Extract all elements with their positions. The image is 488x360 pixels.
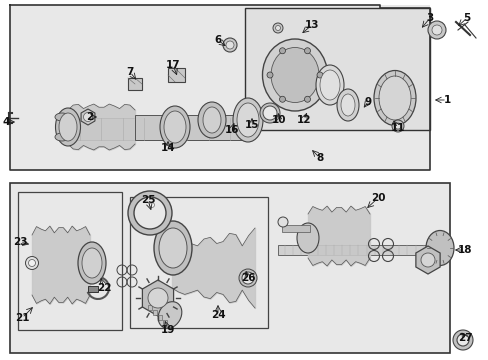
Circle shape	[263, 106, 276, 120]
Ellipse shape	[340, 94, 354, 116]
Circle shape	[148, 288, 168, 308]
Ellipse shape	[55, 133, 69, 141]
Text: 5: 5	[463, 13, 469, 23]
Circle shape	[279, 96, 285, 102]
Bar	[163, 320, 167, 325]
Ellipse shape	[232, 98, 263, 142]
Bar	[10, 183, 449, 353]
Ellipse shape	[425, 230, 453, 266]
Circle shape	[272, 23, 283, 33]
Circle shape	[242, 272, 253, 284]
Circle shape	[304, 96, 310, 102]
Text: 20: 20	[370, 193, 385, 203]
Text: 3: 3	[426, 13, 433, 23]
Text: 2: 2	[86, 112, 93, 122]
Ellipse shape	[270, 48, 318, 103]
Circle shape	[28, 260, 36, 266]
Circle shape	[304, 48, 310, 54]
Circle shape	[134, 197, 165, 229]
Circle shape	[456, 334, 468, 346]
Text: 16: 16	[224, 125, 239, 135]
Text: 22: 22	[97, 283, 111, 293]
Text: 10: 10	[271, 115, 285, 125]
Circle shape	[316, 72, 323, 78]
Ellipse shape	[159, 228, 186, 268]
Bar	[88, 286, 98, 292]
Circle shape	[83, 112, 92, 121]
Text: 14: 14	[161, 143, 175, 153]
Ellipse shape	[55, 108, 81, 146]
Text: 13: 13	[304, 20, 319, 30]
Bar	[128, 78, 142, 90]
Circle shape	[128, 191, 172, 235]
Ellipse shape	[198, 102, 225, 138]
Text: 17: 17	[165, 60, 180, 70]
Ellipse shape	[262, 39, 327, 111]
Ellipse shape	[319, 70, 339, 100]
Text: 15: 15	[244, 120, 259, 130]
Bar	[168, 68, 184, 82]
Bar	[130, 197, 267, 328]
Text: 4: 4	[2, 117, 10, 127]
Text: 19: 19	[161, 325, 175, 335]
Ellipse shape	[163, 111, 185, 143]
Ellipse shape	[378, 76, 410, 120]
Text: 23: 23	[13, 237, 27, 247]
Ellipse shape	[427, 21, 445, 39]
Bar	[278, 245, 444, 255]
Text: 7: 7	[126, 67, 133, 77]
Bar	[158, 315, 162, 320]
Circle shape	[266, 72, 272, 78]
Bar	[244, 8, 429, 130]
Text: 11: 11	[390, 123, 405, 133]
Bar	[135, 115, 244, 140]
Text: 9: 9	[364, 97, 371, 107]
Ellipse shape	[203, 107, 221, 133]
Bar	[68, 118, 240, 140]
Circle shape	[149, 202, 154, 207]
Bar	[148, 305, 152, 310]
Ellipse shape	[225, 41, 234, 49]
Ellipse shape	[78, 242, 106, 284]
Ellipse shape	[160, 106, 190, 148]
Ellipse shape	[154, 221, 192, 275]
Text: 1: 1	[443, 95, 450, 105]
Circle shape	[147, 200, 157, 210]
Text: 18: 18	[457, 245, 471, 255]
Circle shape	[239, 269, 257, 287]
Ellipse shape	[55, 113, 69, 121]
Text: 21: 21	[15, 313, 29, 323]
Bar	[10, 5, 429, 170]
Polygon shape	[10, 5, 429, 170]
Ellipse shape	[373, 71, 415, 126]
Circle shape	[275, 26, 280, 31]
Circle shape	[394, 123, 400, 129]
Bar	[18, 192, 122, 330]
Circle shape	[452, 330, 472, 350]
Bar	[282, 225, 309, 232]
Circle shape	[279, 48, 285, 54]
Text: 12: 12	[296, 115, 311, 125]
Circle shape	[25, 256, 39, 270]
Circle shape	[420, 253, 434, 267]
Text: 27: 27	[457, 333, 471, 343]
Text: 24: 24	[210, 310, 225, 320]
Ellipse shape	[223, 38, 237, 52]
Bar	[153, 310, 157, 315]
Ellipse shape	[296, 223, 318, 253]
Ellipse shape	[158, 302, 182, 328]
Ellipse shape	[315, 65, 343, 105]
Ellipse shape	[82, 248, 102, 278]
Text: 25: 25	[141, 195, 155, 205]
Circle shape	[278, 217, 287, 227]
Circle shape	[391, 120, 403, 132]
Circle shape	[260, 103, 280, 123]
Text: 6: 6	[214, 35, 221, 45]
Ellipse shape	[237, 103, 259, 137]
Ellipse shape	[336, 89, 358, 121]
Text: 8: 8	[316, 153, 323, 163]
Ellipse shape	[59, 113, 77, 141]
Ellipse shape	[431, 25, 441, 35]
Text: 26: 26	[240, 273, 255, 283]
